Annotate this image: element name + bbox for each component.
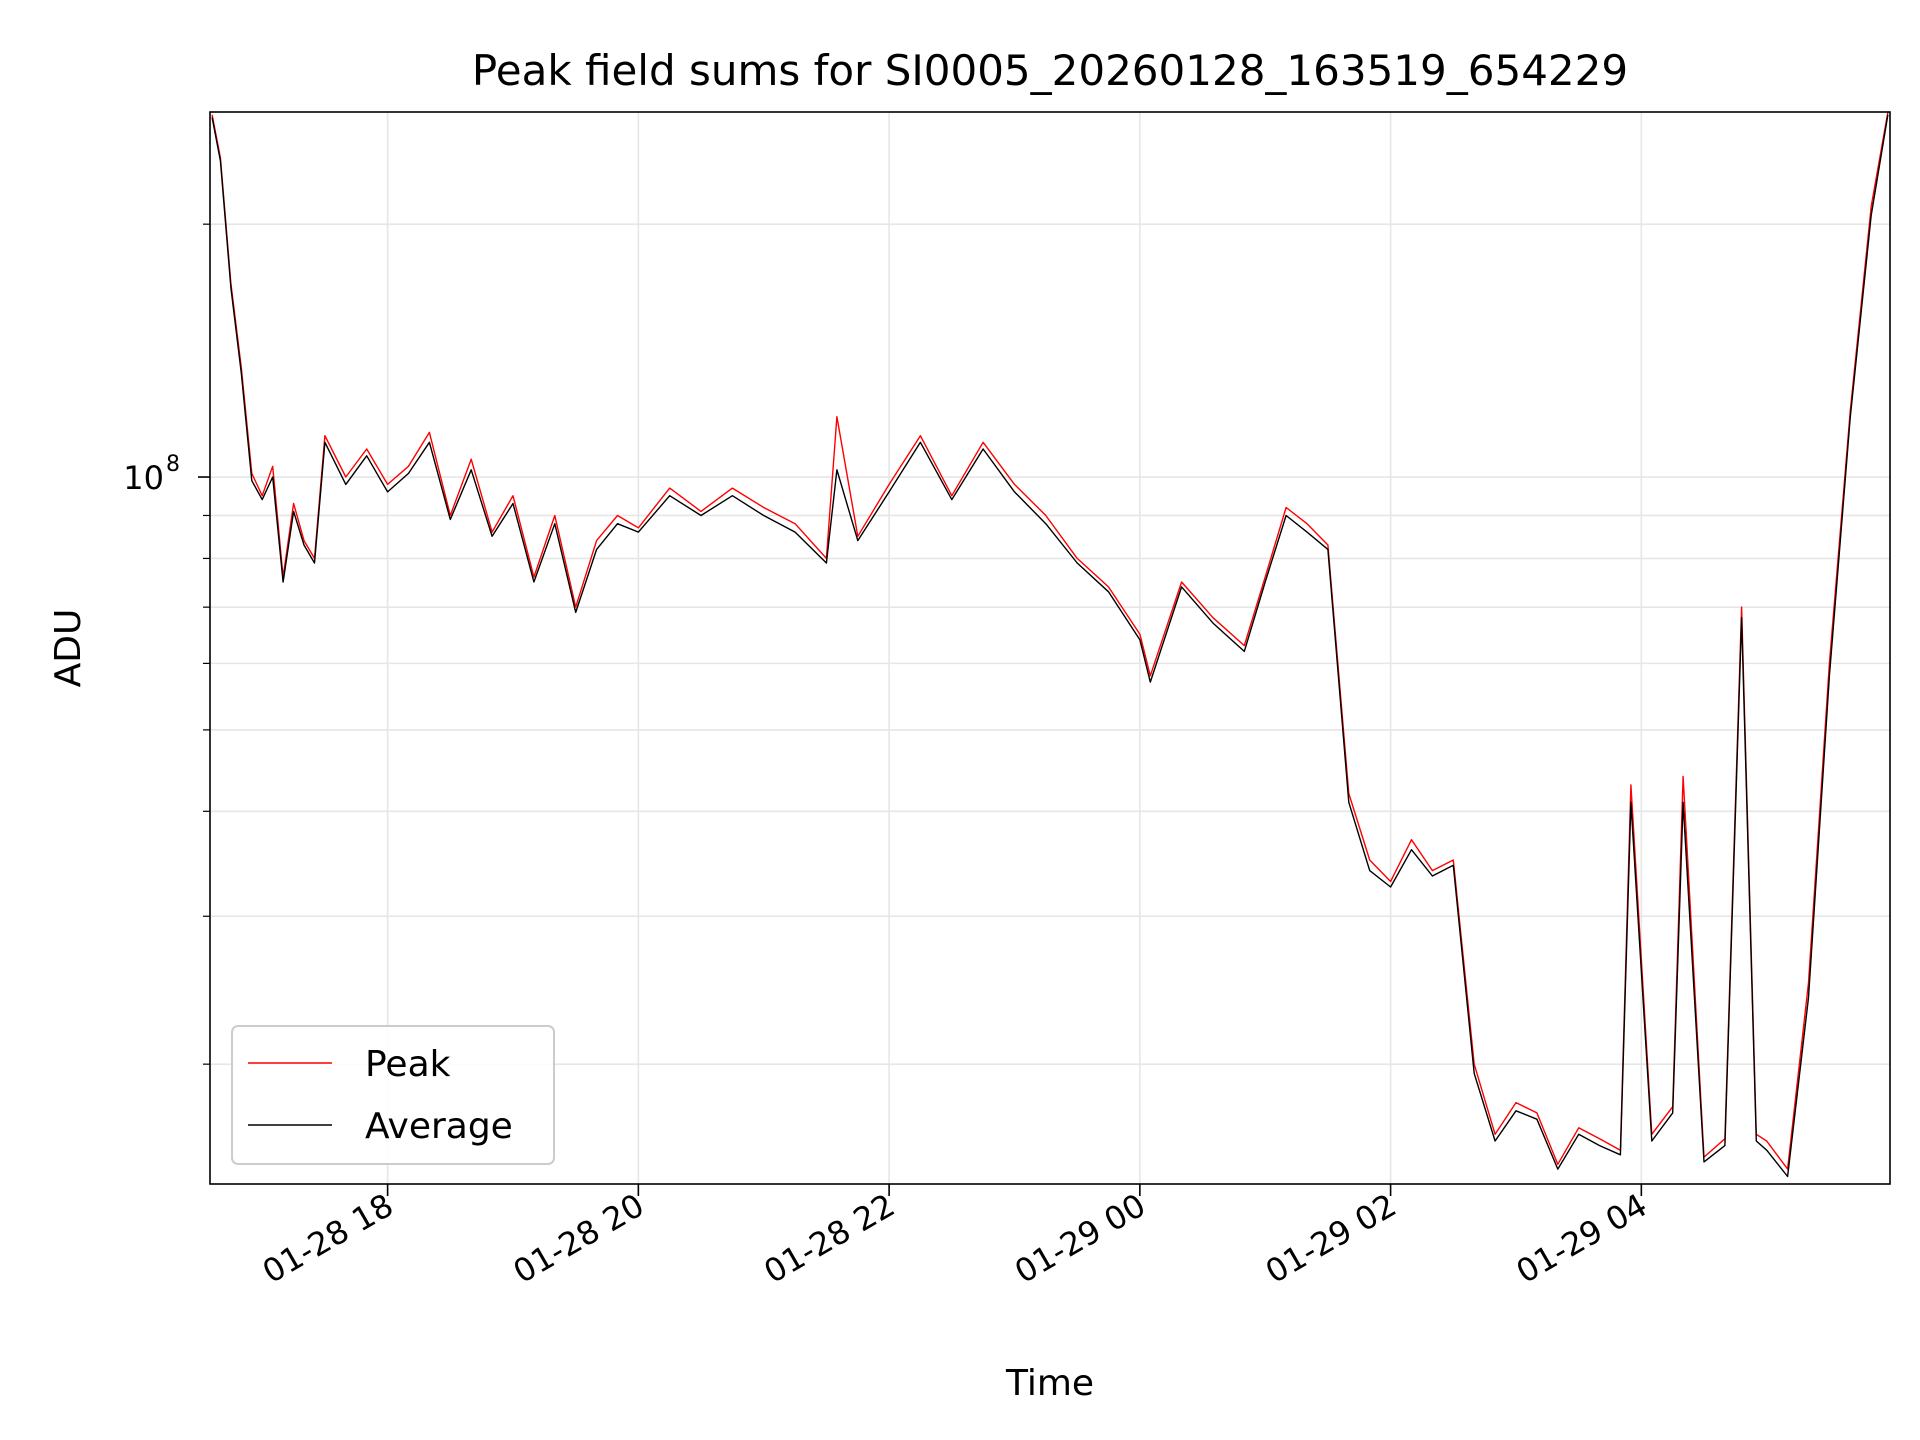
y-axis: 10 8: [123, 223, 210, 1065]
plot-frame: [209, 111, 1891, 1185]
x-axis-label: Time: [1005, 1363, 1094, 1404]
series-layer: [211, 111, 1889, 1178]
series-line-average: [211, 114, 1889, 1178]
grid: [210, 112, 1890, 1184]
legend: Peak Average: [231, 1025, 555, 1165]
legend-box: [231, 1025, 555, 1165]
legend-average-label: Average: [365, 1106, 513, 1147]
y-tick-label-exponent: 8: [166, 452, 180, 477]
y-axis-label: ADU: [48, 609, 89, 688]
legend-peak-label: Peak: [365, 1044, 451, 1085]
y-tick-label-base: 10: [123, 459, 164, 497]
chart-title: Peak field sums for SI0005_20260128_1635…: [472, 46, 1628, 95]
